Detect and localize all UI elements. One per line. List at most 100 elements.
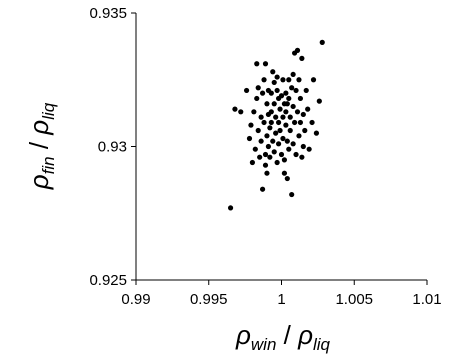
data-point — [268, 119, 274, 126]
data-point — [258, 114, 264, 120]
data-point — [284, 175, 290, 182]
data-point — [238, 109, 244, 115]
data-point — [232, 106, 238, 112]
data-point — [289, 85, 295, 91]
data-point — [284, 138, 290, 144]
data-point — [275, 141, 282, 147]
x-axis: 0.99 0.995 1 1.005 1.01 — [121, 279, 442, 308]
data-point — [299, 55, 305, 61]
data-point — [293, 87, 299, 94]
data-point — [248, 122, 254, 128]
data-point — [271, 79, 277, 86]
data-point — [316, 98, 322, 104]
data-point — [280, 114, 286, 120]
data-point — [268, 109, 274, 115]
y-tick-label: 0.93 — [98, 139, 127, 156]
data-point — [290, 71, 296, 78]
data-point — [262, 151, 269, 158]
data-point — [265, 143, 272, 150]
data-point — [297, 119, 304, 126]
data-point — [254, 61, 260, 67]
data-point — [271, 101, 277, 107]
data-points — [227, 39, 325, 211]
data-point — [281, 170, 288, 176]
data-point — [294, 109, 301, 115]
data-point — [277, 106, 283, 112]
data-point — [286, 77, 292, 83]
data-point — [274, 159, 280, 166]
data-point — [294, 47, 301, 53]
data-point — [305, 106, 311, 112]
data-point — [264, 101, 270, 107]
data-point — [287, 114, 293, 120]
data-point — [259, 90, 266, 96]
data-point — [261, 119, 267, 126]
x-tick-label: 0.99 — [121, 291, 150, 308]
data-point — [275, 119, 282, 126]
data-point — [296, 77, 302, 83]
data-point — [290, 141, 296, 147]
data-point — [278, 93, 285, 99]
data-point — [283, 90, 289, 96]
data-point — [299, 154, 305, 160]
x-tick-label: 0.995 — [190, 291, 228, 308]
data-point — [281, 157, 288, 163]
data-point — [271, 149, 277, 155]
data-point — [243, 87, 250, 94]
data-point — [270, 138, 276, 144]
data-point — [290, 103, 296, 110]
data-point — [273, 114, 279, 120]
x-tick-label: 1.005 — [335, 291, 373, 308]
data-point — [246, 135, 253, 142]
y-ticks: 0.925 0.93 0.935 — [89, 5, 136, 289]
x-ticks: 0.99 0.995 1 1.005 1.01 — [121, 280, 442, 308]
data-point — [262, 61, 269, 67]
data-point — [303, 87, 309, 94]
data-point — [261, 77, 267, 83]
data-point — [286, 146, 292, 152]
data-point — [277, 127, 283, 134]
data-point — [249, 159, 255, 166]
data-point — [255, 127, 261, 134]
data-point — [300, 111, 306, 118]
x-tick-label: 1 — [277, 291, 285, 308]
data-point — [264, 170, 270, 176]
data-point — [280, 135, 286, 142]
data-point — [268, 90, 274, 96]
data-point — [306, 146, 312, 152]
data-point — [310, 77, 317, 83]
data-point — [289, 191, 295, 198]
data-point — [255, 85, 261, 91]
y-axis-label: ρfin / ρliq — [24, 102, 58, 190]
data-point — [291, 119, 298, 126]
x-axis-label: ρwin / ρliq — [235, 320, 331, 354]
data-point — [319, 39, 325, 45]
data-point — [293, 151, 299, 158]
data-point — [283, 122, 289, 128]
y-axis: 0.925 0.93 0.935 — [89, 5, 137, 289]
y-tick-label: 0.935 — [89, 5, 127, 22]
data-point — [258, 138, 264, 144]
data-point — [309, 119, 315, 126]
data-point — [283, 109, 289, 115]
x-tick-label: 1.01 — [412, 291, 441, 308]
data-point — [259, 186, 266, 192]
data-point — [297, 95, 304, 102]
data-point — [273, 130, 279, 136]
data-point — [264, 133, 270, 139]
data-point — [270, 69, 276, 75]
data-point — [257, 154, 263, 160]
data-point — [286, 95, 292, 102]
y-tick-label: 0.925 — [89, 272, 127, 289]
data-point — [267, 125, 273, 131]
data-point — [227, 205, 234, 211]
data-point — [300, 143, 306, 150]
data-point — [296, 133, 302, 139]
data-point — [262, 162, 269, 168]
data-point — [274, 74, 280, 80]
data-point — [278, 151, 285, 158]
data-point — [284, 101, 290, 107]
data-point — [274, 87, 280, 94]
data-point — [287, 127, 293, 134]
